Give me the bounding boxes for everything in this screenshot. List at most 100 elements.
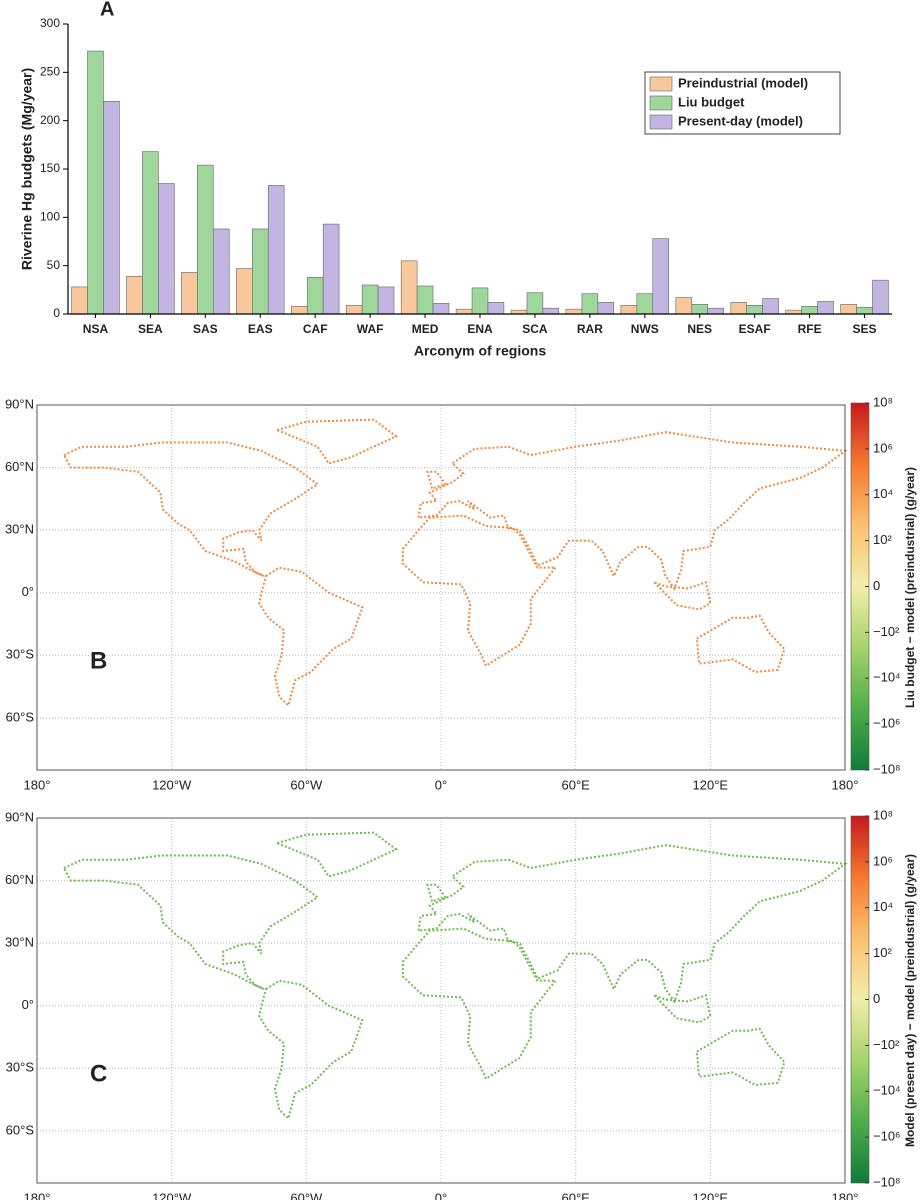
colorbar-tick-label: −10² xyxy=(873,624,900,639)
bar xyxy=(691,304,708,315)
bar xyxy=(252,228,269,315)
x-tick-label: 120°E xyxy=(693,777,729,792)
y-tick-label: 50 xyxy=(47,258,61,272)
y-tick-label: 0° xyxy=(22,584,34,599)
colorbar-label: Model (present day) − model (preindustri… xyxy=(903,854,917,1147)
map-border xyxy=(36,817,846,1184)
bar xyxy=(856,306,873,315)
bar xyxy=(71,286,88,315)
y-tick-label: 100 xyxy=(40,210,60,224)
bar xyxy=(471,287,489,315)
x-tick-label: ESAF xyxy=(739,322,771,336)
bar xyxy=(400,260,418,315)
x-tick-label: 180° xyxy=(24,1190,51,1200)
coastline xyxy=(62,854,320,990)
colorbar-tick-label: 10⁴ xyxy=(873,486,893,501)
bar xyxy=(361,284,379,315)
x-tick-label: WAF xyxy=(357,322,384,336)
y-axis-label: Riverine Hg budgets (Mg/year) xyxy=(19,68,35,270)
x-tick-label: NWS xyxy=(631,322,659,336)
colorbar-tick-label: 10⁸ xyxy=(873,394,893,409)
bar xyxy=(377,286,395,315)
colorbar-label: Liu budget − model (preindustrial) (g/ye… xyxy=(903,467,917,708)
y-tick-label: 30°S xyxy=(6,647,35,662)
bar xyxy=(306,276,324,315)
bar xyxy=(158,183,175,315)
colorbar-tick-label: −10⁴ xyxy=(873,1083,901,1098)
bar xyxy=(762,298,779,315)
bar xyxy=(620,304,638,315)
x-tick-label: 120°W xyxy=(152,777,192,792)
coastline xyxy=(274,831,399,878)
legend-label: Liu budget xyxy=(678,94,745,109)
x-tick-label: NES xyxy=(687,322,712,336)
y-tick-label: 30°S xyxy=(6,1060,35,1075)
bar xyxy=(416,285,434,315)
colorbar-tick-label: 10² xyxy=(873,945,892,960)
coastline xyxy=(274,418,399,465)
bar xyxy=(817,301,834,315)
x-tick-label: 60°E xyxy=(561,777,590,792)
bar xyxy=(212,228,230,315)
legend-label: Preindustrial (model) xyxy=(678,75,808,90)
x-tick-label: 180° xyxy=(832,1190,859,1200)
bar xyxy=(487,302,505,315)
bar xyxy=(542,307,560,315)
bar xyxy=(197,164,214,315)
bar xyxy=(801,305,818,315)
y-tick-label: 300 xyxy=(40,16,60,30)
bar xyxy=(597,302,615,315)
bar xyxy=(103,101,120,315)
y-tick-label: 60°S xyxy=(6,1122,35,1137)
y-tick-label: 60°S xyxy=(6,709,35,724)
legend-label: Present-day (model) xyxy=(678,113,803,128)
colorbar-tick-label: −10⁴ xyxy=(873,670,901,685)
x-tick-label: NSA xyxy=(83,322,109,336)
colorbar-tick-label: 10⁴ xyxy=(873,899,893,914)
x-tick-label: SES xyxy=(853,322,877,336)
bar xyxy=(267,185,285,315)
x-tick-label: MED xyxy=(412,322,439,336)
bar xyxy=(565,308,583,315)
bar xyxy=(746,304,763,315)
colorbar-tick-label: −10⁶ xyxy=(873,716,900,731)
bar xyxy=(345,304,363,315)
bar xyxy=(455,308,473,315)
x-tick-label: 60°W xyxy=(290,1190,323,1200)
bar xyxy=(872,279,889,315)
y-tick-label: 30°N xyxy=(5,935,34,950)
coastline xyxy=(417,844,848,1004)
coastline xyxy=(417,431,848,591)
bar xyxy=(126,275,143,315)
x-tick-label: 180° xyxy=(24,777,51,792)
bar xyxy=(322,223,340,315)
y-tick-label: 60°N xyxy=(5,872,34,887)
bar xyxy=(652,238,669,315)
x-axis-label: Arconym of regions xyxy=(414,343,546,359)
y-tick-label: 0° xyxy=(22,997,34,1012)
x-tick-label: 60°E xyxy=(561,1190,590,1200)
panel-label: A xyxy=(100,0,114,20)
x-tick-label: RAR xyxy=(577,322,603,336)
bar xyxy=(142,151,159,315)
panel-label: B xyxy=(90,648,107,675)
map-border xyxy=(36,404,846,771)
colorbar-tick-label: 10⁶ xyxy=(873,440,893,455)
bar xyxy=(236,268,253,315)
x-tick-label: 0° xyxy=(435,1190,447,1200)
legend-swatch xyxy=(649,95,673,111)
colorbar-tick-label: 10⁸ xyxy=(873,807,893,822)
x-tick-label: 120°E xyxy=(693,1190,729,1200)
bar xyxy=(707,307,724,315)
colorbar-tick-label: −10⁸ xyxy=(873,761,901,776)
bar xyxy=(432,303,450,315)
colorbar-tick-label: 10² xyxy=(873,532,892,547)
x-tick-label: SCA xyxy=(522,322,548,336)
y-tick-label: 150 xyxy=(40,161,60,175)
legend-box xyxy=(644,71,841,135)
bar xyxy=(581,293,599,315)
x-tick-label: 180° xyxy=(832,777,859,792)
x-tick-label: 0° xyxy=(435,777,447,792)
bar xyxy=(526,292,544,315)
